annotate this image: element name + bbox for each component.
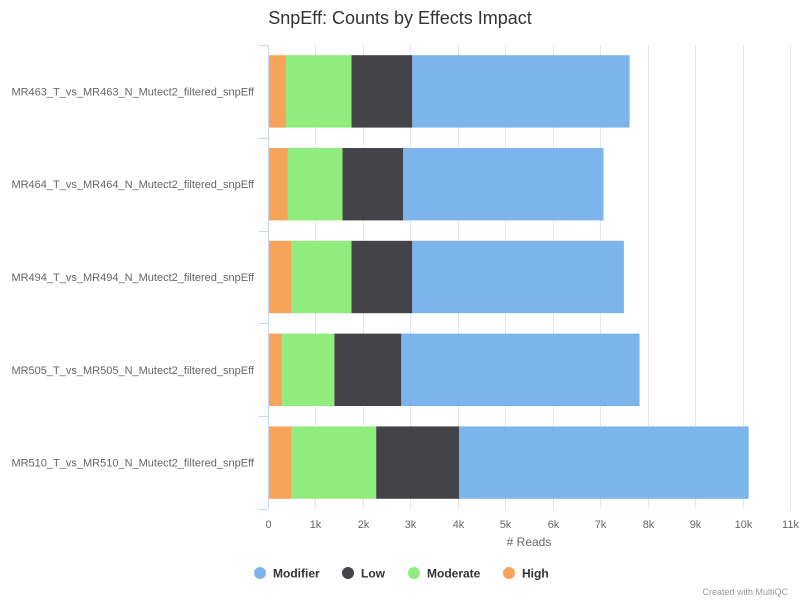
bar-segment-low[interactable] — [376, 426, 460, 499]
legend-marker — [503, 567, 515, 579]
x-tick-label: 1k — [310, 519, 322, 531]
bar-segment-low[interactable] — [334, 333, 402, 406]
bar-segment-high[interactable] — [268, 148, 288, 221]
legend-label: Low — [361, 567, 386, 581]
x-axis-title: # Reads — [507, 535, 552, 549]
legend-label: High — [522, 567, 549, 581]
legend-item-moderate[interactable]: Moderate — [408, 567, 481, 581]
x-tick-label: 8k — [643, 519, 655, 531]
x-tick-label: 9k — [690, 519, 702, 531]
legend-marker — [342, 567, 354, 579]
x-tick-label: 4k — [453, 519, 465, 531]
category-label: MR494_T_vs_MR494_N_Mutect2_filtered_snpE… — [11, 272, 254, 284]
x-tick-label: 7k — [595, 519, 607, 531]
category-label: MR463_T_vs_MR463_N_Mutect2_filtered_snpE… — [11, 86, 254, 98]
x-tick-label: 0 — [265, 519, 271, 531]
bar-segment-low[interactable] — [351, 240, 413, 314]
bar-segment-modifier[interactable] — [412, 55, 630, 128]
x-tick-label: 5k — [500, 519, 512, 531]
bar-segment-moderate[interactable] — [287, 148, 343, 221]
bar-segment-modifier[interactable] — [401, 333, 640, 406]
legend-marker — [254, 567, 266, 579]
bar-segment-low[interactable] — [342, 148, 404, 221]
bar-segment-modifier[interactable] — [459, 426, 749, 499]
bar-segment-moderate[interactable] — [286, 55, 352, 128]
x-tick-label: 6k — [548, 519, 560, 531]
bar-segment-high[interactable] — [268, 426, 292, 499]
legend-label: Moderate — [427, 567, 481, 581]
x-tick-label: 10k — [735, 519, 753, 531]
legend-item-high[interactable]: High — [503, 567, 549, 581]
chart-title: SnpEff: Counts by Effects Impact — [268, 8, 531, 28]
bar-segment-high[interactable] — [268, 333, 283, 406]
legend-label: Modifier — [273, 567, 320, 581]
credit-text[interactable]: Created with MultiQC — [702, 587, 788, 597]
category-label: MR510_T_vs_MR510_N_Mutect2_filtered_snpE… — [11, 458, 254, 470]
legend[interactable]: Modifier Low Moderate High — [254, 567, 549, 581]
bars — [268, 55, 749, 499]
category-label: MR505_T_vs_MR505_N_Mutect2_filtered_snpE… — [11, 365, 254, 377]
bar-segment-moderate[interactable] — [282, 333, 335, 406]
bar-segment-high[interactable] — [268, 55, 287, 128]
legend-item-low[interactable]: Low — [342, 567, 386, 581]
axes: 0 1k 2k 3k 4k 5k 6k 7k 8k 9k 10k 11k MR463_T_vs_MR46… — [11, 45, 799, 531]
bar-segment-moderate[interactable] — [291, 426, 377, 499]
bar-segment-moderate[interactable] — [291, 240, 352, 314]
bar-segment-low[interactable] — [351, 55, 413, 128]
x-tick-label: 11k — [782, 519, 799, 531]
category-label: MR464_T_vs_MR464_N_Mutect2_filtered_snpE… — [11, 179, 254, 191]
bar-segment-high[interactable] — [268, 240, 292, 314]
bar-segment-modifier[interactable] — [403, 148, 604, 221]
bar-segment-modifier[interactable] — [412, 240, 624, 314]
legend-item-modifier[interactable]: Modifier — [254, 567, 320, 581]
x-tick-label: 2k — [358, 519, 370, 531]
legend-marker — [408, 567, 420, 579]
x-tick-label: 3k — [405, 519, 417, 531]
